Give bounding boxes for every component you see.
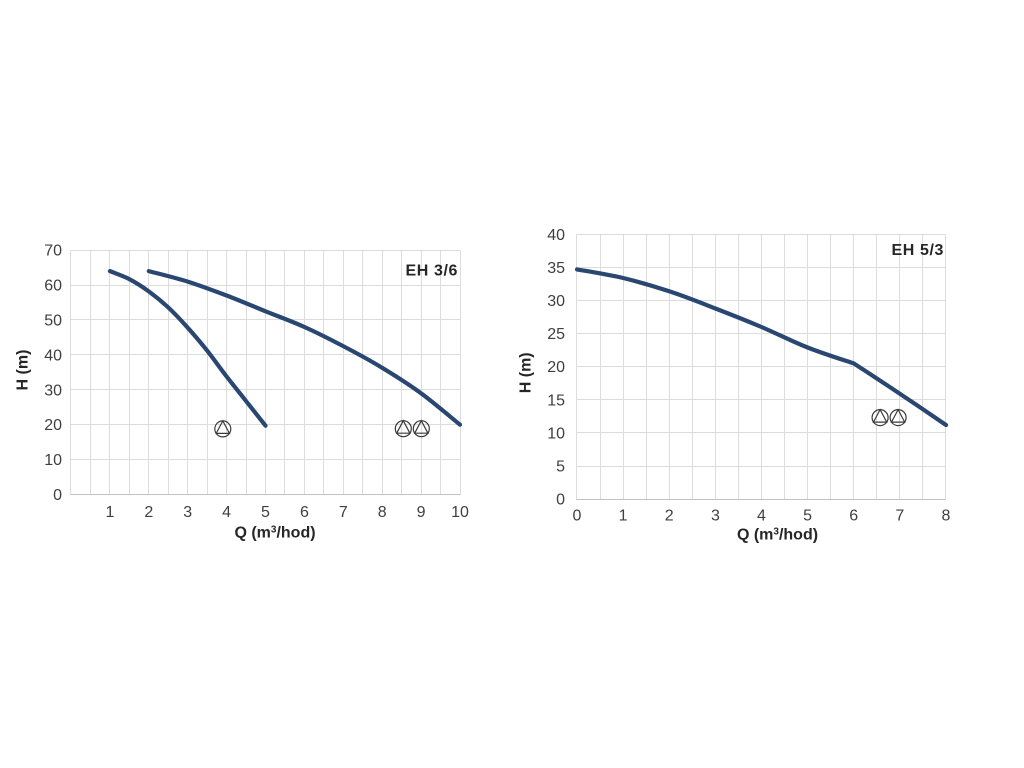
- svg-text:10: 10: [451, 504, 469, 521]
- svg-text:10: 10: [547, 426, 565, 443]
- svg-text:20: 20: [44, 417, 62, 434]
- svg-text:5: 5: [803, 508, 812, 525]
- svg-text:9: 9: [417, 504, 426, 521]
- svg-text:10: 10: [44, 452, 62, 469]
- svg-text:H (m): H (m): [15, 350, 32, 391]
- svg-text:0: 0: [53, 487, 62, 504]
- svg-text:Q (m3/hod): Q (m3/hod): [737, 527, 818, 544]
- svg-text:50: 50: [44, 313, 62, 330]
- svg-text:Q (m3/hod): Q (m3/hod): [234, 525, 315, 542]
- svg-text:0: 0: [556, 492, 565, 509]
- svg-text:3: 3: [711, 508, 720, 525]
- svg-text:4: 4: [222, 504, 231, 521]
- svg-text:7: 7: [339, 504, 348, 521]
- svg-text:40: 40: [547, 227, 565, 244]
- svg-text:30: 30: [547, 293, 565, 310]
- svg-text:4: 4: [757, 508, 766, 525]
- svg-text:8: 8: [378, 504, 387, 521]
- svg-text:EH 5/3: EH 5/3: [891, 242, 944, 259]
- svg-text:2: 2: [144, 504, 153, 521]
- svg-text:H (m): H (m): [517, 352, 534, 393]
- svg-text:1: 1: [105, 504, 114, 521]
- svg-text:0: 0: [573, 508, 582, 525]
- svg-text:8: 8: [942, 508, 951, 525]
- svg-text:15: 15: [547, 392, 565, 409]
- svg-text:60: 60: [44, 278, 62, 295]
- svg-text:7: 7: [895, 508, 904, 525]
- svg-text:40: 40: [44, 347, 62, 364]
- svg-text:20: 20: [547, 359, 565, 376]
- svg-text:35: 35: [547, 260, 565, 277]
- svg-text:2: 2: [665, 508, 674, 525]
- svg-text:1: 1: [619, 508, 628, 525]
- svg-text:30: 30: [44, 382, 62, 399]
- svg-text:6: 6: [300, 504, 309, 521]
- svg-text:25: 25: [547, 326, 565, 343]
- svg-text:3: 3: [183, 504, 192, 521]
- svg-text:EH 3/6: EH 3/6: [405, 263, 458, 280]
- svg-text:70: 70: [44, 243, 62, 260]
- svg-text:5: 5: [556, 459, 565, 476]
- svg-text:6: 6: [849, 508, 858, 525]
- svg-text:5: 5: [261, 504, 270, 521]
